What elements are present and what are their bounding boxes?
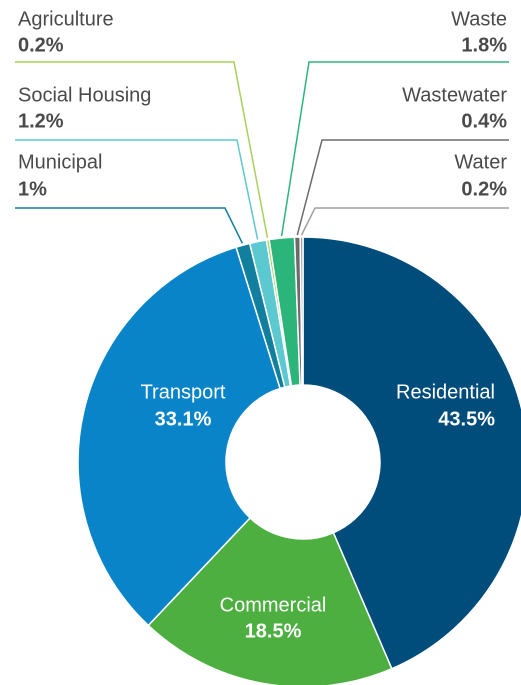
slice-value: 0.4%	[461, 110, 507, 132]
leader-line	[15, 61, 269, 238]
slice-label: Residential	[396, 381, 495, 403]
slice-label: Municipal	[18, 151, 102, 173]
leader-line	[300, 207, 509, 236]
slice	[299, 236, 304, 386]
slice	[302, 236, 521, 670]
slice-value: 18.5%	[245, 620, 302, 642]
slice-label: Transport	[141, 381, 226, 403]
slice-label: Social Housing	[18, 84, 151, 106]
slice-value: 1.2%	[18, 110, 64, 132]
leader-line	[15, 207, 244, 244]
slice-label: Commercial	[220, 594, 327, 616]
slice-label: Agriculture	[18, 8, 114, 30]
slice-label: Water	[454, 151, 507, 173]
leader-line	[15, 139, 259, 240]
slice-value: 33.1%	[155, 408, 212, 430]
slice	[77, 246, 282, 627]
leader-line	[296, 139, 509, 236]
slice-label: Wastewater	[402, 84, 507, 106]
leader-line	[280, 61, 509, 237]
slice-value: 43.5%	[438, 408, 495, 430]
slice	[147, 516, 393, 685]
slice-value: 1%	[18, 178, 47, 200]
slice-value: 0.2%	[18, 34, 64, 56]
slice-value: 1.8%	[461, 34, 507, 56]
slice-label: Waste	[451, 8, 507, 30]
slice-value: 0.2%	[461, 178, 507, 200]
